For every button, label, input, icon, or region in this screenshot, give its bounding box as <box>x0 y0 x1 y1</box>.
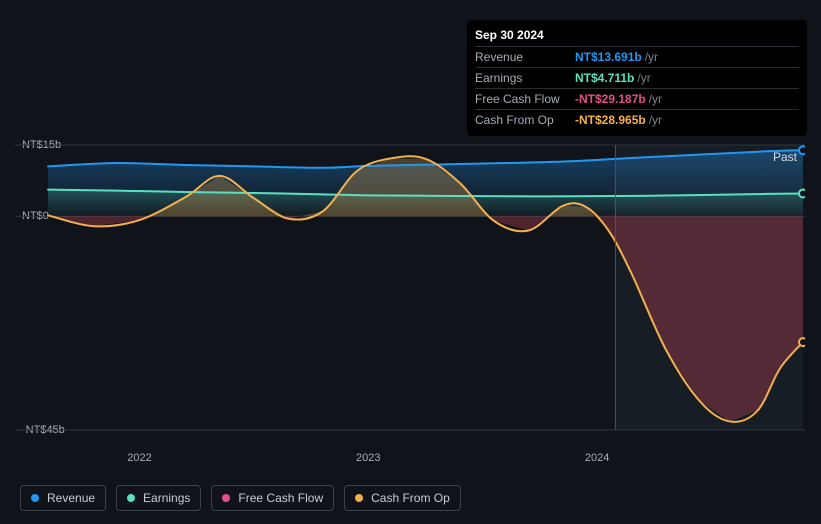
tooltip-row: Earnings NT$4.711b/yr <box>475 67 799 88</box>
chart-tooltip: Sep 30 2024 RevenueNT$13.691b/yrEarnings… <box>467 20 807 136</box>
x-axis-tick: 2024 <box>585 452 609 464</box>
past-label: Past <box>773 150 797 164</box>
tooltip-metric-suffix: /yr <box>649 92 662 106</box>
legend-item-free-cash-flow[interactable]: Free Cash Flow <box>211 485 334 511</box>
chart-plot-area <box>15 125 805 445</box>
tooltip-row: Free Cash Flow -NT$29.187b/yr <box>475 88 799 109</box>
tooltip-row: Cash From Op -NT$28.965b/yr <box>475 109 799 130</box>
legend-dot-icon <box>222 494 230 502</box>
legend-label: Revenue <box>47 491 95 505</box>
legend-label: Cash From Op <box>371 491 450 505</box>
legend-item-revenue[interactable]: Revenue <box>20 485 106 511</box>
legend-dot-icon <box>127 494 135 502</box>
tooltip-date: Sep 30 2024 <box>475 26 799 46</box>
x-axis-tick: 2022 <box>127 452 151 464</box>
legend: Revenue Earnings Free Cash Flow Cash From O… <box>20 485 461 511</box>
x-axis-tick: 2023 <box>356 452 380 464</box>
tooltip-metric-value: NT$13.691b <box>575 50 642 64</box>
tooltip-metric-suffix: /yr <box>637 71 650 85</box>
tooltip-metric-suffix: /yr <box>649 113 662 127</box>
legend-label: Free Cash Flow <box>238 491 323 505</box>
legend-dot-icon <box>355 494 363 502</box>
tooltip-metric-label: Cash From Op <box>475 113 567 127</box>
legend-dot-icon <box>31 494 39 502</box>
legend-item-cash-from-op[interactable]: Cash From Op <box>344 485 461 511</box>
tooltip-metric-value: NT$4.711b <box>575 71 634 85</box>
tooltip-metric-label: Earnings <box>475 71 567 85</box>
tooltip-metric-value: -NT$29.187b <box>575 92 646 106</box>
tooltip-metric-label: Revenue <box>475 50 567 64</box>
tooltip-metric-label: Free Cash Flow <box>475 92 567 106</box>
legend-item-earnings[interactable]: Earnings <box>116 485 201 511</box>
tooltip-metric-suffix: /yr <box>645 50 658 64</box>
x-axis: 2022 2023 2024 <box>15 452 805 468</box>
tooltip-metric-value: -NT$28.965b <box>575 113 646 127</box>
legend-label: Earnings <box>143 491 190 505</box>
tooltip-row: Revenue NT$13.691b/yr <box>475 46 799 67</box>
